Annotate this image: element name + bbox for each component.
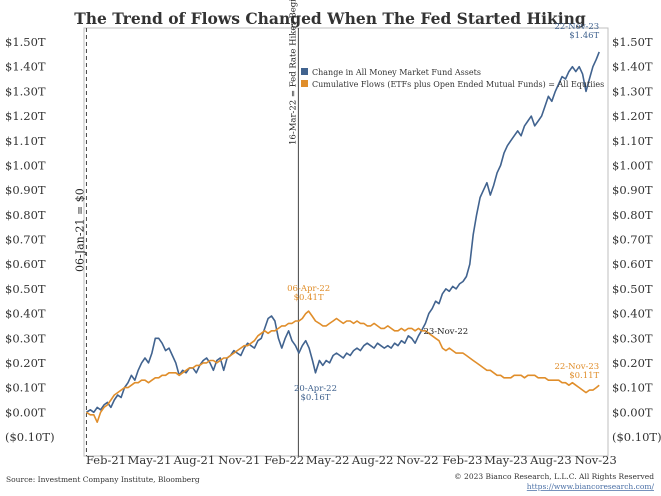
legend: Change in All Money Market Fund Assets Cu…	[301, 68, 604, 89]
y-tick-label-right: $1.10T	[612, 134, 653, 148]
series-line-equity-flows	[85, 310, 600, 423]
x-tick-label: Feb-23	[442, 453, 482, 467]
y-tick-label-right: $1.20T	[612, 109, 653, 123]
x-tick-label: May-21	[128, 453, 172, 467]
y-tick-label-left: $0.10T	[5, 381, 46, 395]
y-tick-label-right: $0.80T	[612, 208, 653, 222]
y-tick-label-right: $0.00T	[612, 405, 653, 419]
x-tick-label: Nov-23	[575, 453, 617, 467]
legend-swatch-equity-flows	[301, 80, 308, 87]
vline-label-hikes: 16-Mar-22 = Fed Rate Hikes Begin	[288, 0, 298, 145]
y-tick-label-right: $0.70T	[612, 233, 653, 247]
y-tick-label-left: $1.00T	[5, 158, 46, 172]
y-tick-label-left: $1.50T	[5, 35, 46, 49]
x-tick-label: Feb-21	[86, 453, 126, 467]
y-tick-label-left: $1.10T	[5, 134, 46, 148]
y-tick-label-right: $1.40T	[612, 60, 653, 74]
vline-label-start: 06-Jan-21 = $0	[73, 188, 86, 272]
y-tick-label-left: $0.50T	[5, 282, 46, 296]
legend-label-equity-flows: Cumulative Flows (ETFs plus Open Ended M…	[312, 80, 604, 89]
y-tick-label-left: $0.30T	[5, 331, 46, 345]
x-axis: Feb-21 May-21 Aug-21 Nov-21 Feb-22 May-22 Aug-…	[86, 453, 617, 467]
reference-lines: 06-Jan-21 = $0 16-Mar-22 = Fed Rate Hikes…	[73, 0, 299, 456]
x-tick-label: May-23	[484, 453, 528, 467]
y-tick-label-right: $0.50T	[612, 282, 653, 296]
x-tick-label: Nov-22	[397, 453, 439, 467]
y-tick-label-right: $1.30T	[612, 84, 653, 98]
y-axis-left: ($0.10T) $0.00T $0.10T $0.20T $0.30T $0.40T $0…	[5, 35, 55, 444]
website-link[interactable]: https://www.biancoresearch.com/	[527, 482, 655, 491]
y-tick-label-right: $0.10T	[612, 381, 653, 395]
annotation-flow_end_date: 22-Nov-23	[554, 362, 599, 372]
annotation-mmf_low_value: $0.16T	[300, 393, 330, 403]
series-lines	[85, 51, 600, 423]
chart-title: The Trend of Flows Changed When The Fed …	[74, 9, 586, 28]
y-tick-label-right: ($0.10T)	[612, 430, 661, 444]
x-tick-label: Aug-22	[351, 453, 394, 467]
y-tick-label-right: $0.60T	[612, 257, 653, 271]
y-tick-label-left: ($0.10T)	[5, 430, 55, 444]
y-tick-label-left: $0.00T	[5, 405, 46, 419]
series-line-money-market	[85, 51, 600, 414]
source-note: Source: Investment Company Institute, Bl…	[6, 475, 200, 484]
y-tick-label-right: $0.40T	[612, 307, 653, 321]
legend-label-money-market: Change in All Money Market Fund Assets	[312, 68, 481, 77]
y-tick-label-right: $0.30T	[612, 331, 653, 345]
x-tick-label: Aug-21	[173, 453, 216, 467]
y-tick-label-left: $0.70T	[5, 233, 46, 247]
y-tick-label-left: $1.20T	[5, 109, 46, 123]
y-tick-label-left: $0.20T	[5, 356, 46, 370]
annotation-flow_end_value: $0.11T	[569, 371, 599, 381]
y-tick-label-left: $1.40T	[5, 60, 46, 74]
annotation-mmf_end_value: $1.46T	[569, 31, 599, 41]
annotation-flow_peak_date: 06-Apr-22	[287, 284, 330, 294]
plot-area-border	[83, 27, 609, 457]
annotation-cross: 23-Nov-22	[423, 327, 468, 337]
y-tick-label-right: $1.00T	[612, 158, 653, 172]
y-tick-label-left: $0.60T	[5, 257, 46, 271]
x-tick-label: Feb-22	[264, 453, 304, 467]
y-tick-label-right: $0.90T	[612, 183, 653, 197]
y-axis-right: ($0.10T) $0.00T $0.10T $0.20T $0.30T $0.40T $0…	[612, 35, 661, 444]
y-tick-label-left: $1.30T	[5, 84, 46, 98]
y-tick-label-right: $1.50T	[612, 35, 653, 49]
annotation-flow_peak_value: $0.41T	[294, 293, 324, 303]
annotation-mmf_low_date: 20-Apr-22	[294, 384, 337, 394]
y-tick-label-left: $0.90T	[5, 183, 46, 197]
annotations: 22-Nov-23$1.46T06-Apr-22$0.41T20-Apr-22$…	[287, 22, 599, 403]
y-tick-label-left: $0.80T	[5, 208, 46, 222]
x-tick-label: Nov-21	[218, 453, 260, 467]
legend-swatch-money-market	[301, 68, 308, 75]
y-tick-label-left: $0.40T	[5, 307, 46, 321]
annotation-mmf_end_date: 22-Nov-23	[554, 22, 599, 32]
y-tick-label-right: $0.20T	[612, 356, 653, 370]
x-tick-label: May-22	[306, 453, 350, 467]
x-tick-label: Aug-23	[529, 453, 572, 467]
copyright-note: © 2023 Bianco Research, L.L.C. All Right…	[454, 472, 654, 481]
